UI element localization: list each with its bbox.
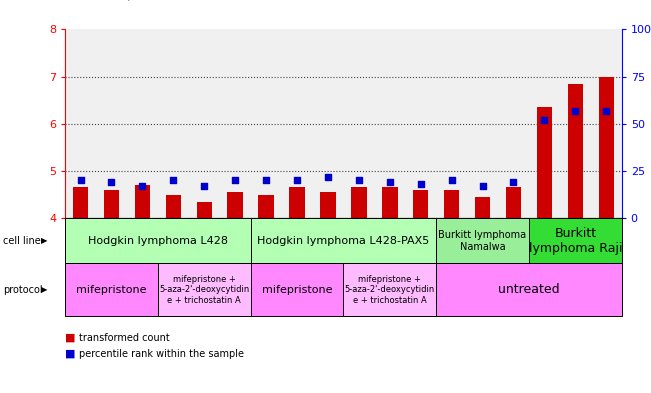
Text: Burkitt
lymphoma Raji: Burkitt lymphoma Raji [529, 227, 622, 255]
Text: transformed count: transformed count [79, 333, 170, 343]
Point [601, 107, 611, 114]
Point [353, 177, 364, 184]
Point [385, 179, 395, 185]
Bar [475, 197, 490, 218]
Text: mifepristone +
5-aza-2'-deoxycytidin
e + trichostatin A: mifepristone + 5-aza-2'-deoxycytidin e +… [159, 275, 249, 305]
Text: protocol: protocol [3, 285, 43, 295]
Bar [197, 202, 212, 218]
Text: Hodgkin lymphoma L428: Hodgkin lymphoma L428 [88, 236, 228, 246]
Text: GDS4978 / 8144742: GDS4978 / 8144742 [65, 0, 192, 2]
Point [508, 179, 519, 185]
Point [230, 177, 240, 184]
Point [570, 107, 581, 114]
Bar [73, 187, 89, 218]
Bar [258, 195, 274, 218]
Text: ▶: ▶ [41, 236, 48, 245]
Bar [227, 192, 243, 218]
Bar [382, 187, 398, 218]
Point [76, 177, 86, 184]
Bar [598, 77, 614, 218]
Point [292, 177, 302, 184]
Text: mifepristone: mifepristone [262, 285, 332, 295]
Bar [104, 190, 119, 218]
Bar [320, 192, 336, 218]
Text: ■: ■ [65, 333, 76, 343]
Text: ■: ■ [65, 349, 76, 359]
Bar [536, 107, 552, 218]
Text: percentile rank within the sample: percentile rank within the sample [79, 349, 244, 359]
Point [539, 117, 549, 123]
Point [447, 177, 457, 184]
Text: Burkitt lymphoma
Namalwa: Burkitt lymphoma Namalwa [439, 230, 527, 252]
Bar [444, 190, 460, 218]
Point [323, 173, 333, 180]
Bar [135, 185, 150, 218]
Bar [413, 190, 428, 218]
Point [199, 183, 210, 189]
Point [415, 181, 426, 187]
Point [106, 179, 117, 185]
Text: ▶: ▶ [41, 285, 48, 294]
Bar [351, 187, 367, 218]
Bar [568, 84, 583, 218]
Text: mifepristone +
5-aza-2'-deoxycytidin
e + trichostatin A: mifepristone + 5-aza-2'-deoxycytidin e +… [344, 275, 435, 305]
Point [168, 177, 178, 184]
Text: mifepristone: mifepristone [76, 285, 146, 295]
Point [261, 177, 271, 184]
Text: Hodgkin lymphoma L428-PAX5: Hodgkin lymphoma L428-PAX5 [257, 236, 430, 246]
Point [477, 183, 488, 189]
Bar [289, 187, 305, 218]
Point [137, 183, 148, 189]
Bar [165, 195, 181, 218]
Text: untreated: untreated [498, 283, 560, 296]
Text: cell line: cell line [3, 236, 41, 246]
Bar [506, 187, 521, 218]
